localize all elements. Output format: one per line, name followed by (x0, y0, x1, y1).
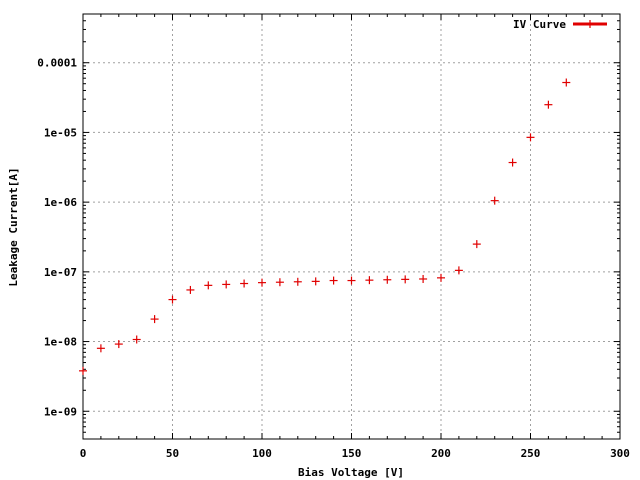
data-point (562, 78, 571, 87)
data-point (150, 315, 159, 324)
x-tick-label: 50 (166, 447, 179, 460)
x-tick-label: 250 (521, 447, 541, 460)
plot-frame (82, 13, 621, 440)
data-point (168, 295, 177, 304)
data-point (472, 240, 481, 249)
data-point (132, 335, 141, 344)
x-axis-title: Bias Voltage [V] (298, 466, 404, 479)
y-tick-label: 1e-07 (44, 266, 77, 279)
data-point (114, 340, 123, 349)
x-tick-label: 300 (610, 447, 630, 460)
data-point (383, 275, 392, 284)
data-point (222, 280, 231, 289)
data-point (454, 266, 463, 275)
y-tick-label: 1e-09 (44, 405, 77, 418)
data-point (204, 281, 213, 290)
data-point (544, 100, 553, 109)
x-tick-label: 100 (252, 447, 272, 460)
data-point (365, 276, 374, 285)
data-point (401, 275, 410, 284)
data-point (275, 278, 284, 287)
data-point (526, 133, 535, 142)
data-point (311, 277, 320, 286)
data-point (293, 277, 302, 286)
data-layer (79, 78, 571, 375)
y-tick-label: 0.0001 (37, 57, 77, 70)
data-point (490, 196, 499, 205)
legend: IV Curve (513, 18, 607, 31)
x-tick-label: 150 (342, 447, 362, 460)
y-tick-label: 1e-06 (44, 196, 77, 209)
y-axis-title: Leakage Current[A] (7, 167, 20, 286)
data-point (79, 366, 87, 375)
data-point (96, 344, 105, 353)
data-point (329, 276, 338, 285)
data-point (508, 158, 517, 167)
data-point (437, 273, 445, 282)
data-point (240, 279, 249, 288)
x-tick-label: 200 (431, 447, 451, 460)
data-point (258, 278, 266, 287)
x-tick-label: 0 (80, 447, 87, 460)
data-point (419, 274, 428, 283)
data-point (347, 276, 356, 285)
y-tick-label: 1e-08 (44, 336, 77, 349)
tick-label-layer: 0 50 100 150 200 250 300 1e-09 1e-08 1e-07 1e-06 1e… (37, 57, 630, 460)
grid-layer (83, 14, 620, 439)
y-tick-label: 1e-05 (44, 126, 77, 139)
legend-marker-sample (586, 20, 594, 28)
legend-label: IV Curve (513, 18, 566, 31)
data-point (186, 285, 195, 294)
